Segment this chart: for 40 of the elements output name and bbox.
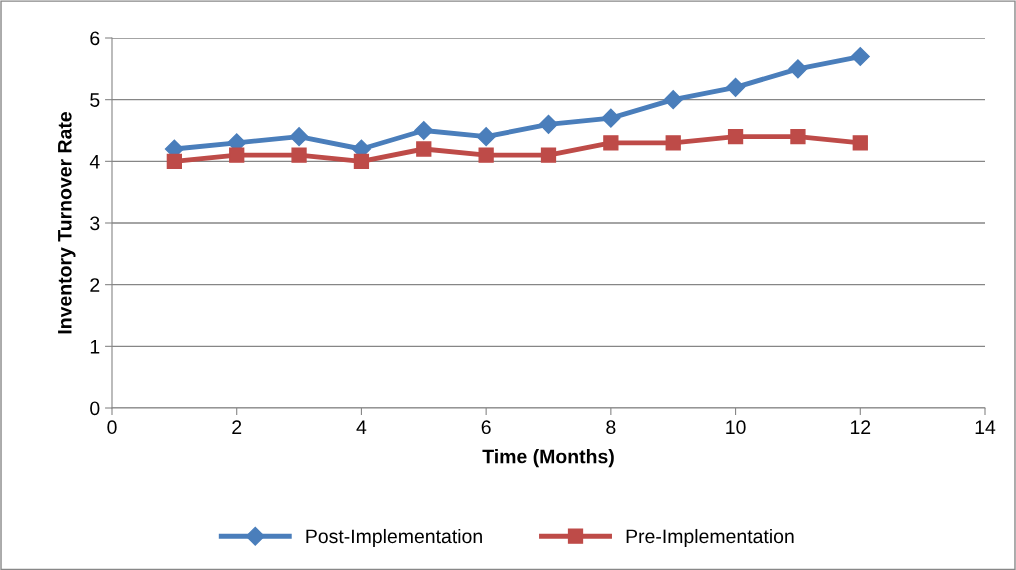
point (229, 147, 245, 163)
point (476, 127, 496, 147)
point (601, 108, 621, 128)
y-tick-label: 3 (90, 216, 100, 231)
legend-label: Post-Implementation (306, 528, 482, 548)
point (663, 90, 683, 110)
x-tick-label: 6 (481, 420, 491, 435)
point (540, 147, 557, 163)
point (353, 153, 370, 169)
point (166, 153, 182, 169)
y-axis-title: Inventory Turnover Rate (58, 112, 76, 334)
x-tick-label: 0 (107, 420, 117, 435)
point (850, 46, 870, 67)
point (727, 129, 744, 145)
point (416, 141, 432, 157)
legend-label: Pre-Implementation (626, 528, 794, 548)
point (790, 129, 806, 145)
y-tick-label: 4 (89, 155, 100, 169)
x-tick-label: 12 (850, 420, 871, 434)
x-tick-label: 8 (606, 420, 616, 435)
point (788, 59, 808, 79)
point (289, 127, 309, 147)
point (603, 135, 619, 151)
x-axis-title: Time (Months) (482, 449, 614, 468)
point (414, 120, 434, 141)
y-tick-label: 1 (90, 340, 100, 354)
y-tick-label: 0 (90, 401, 100, 416)
point (478, 147, 494, 163)
y-tick-label: 5 (90, 93, 100, 107)
point (291, 147, 307, 163)
x-tick-label: 10 (726, 420, 746, 435)
point (726, 77, 746, 97)
x-tick-label: 4 (356, 420, 367, 434)
point (852, 135, 868, 151)
x-tick-label: 2 (232, 420, 242, 434)
y-tick-label: 2 (90, 278, 100, 292)
y-tick-label: 6 (90, 31, 100, 46)
x-tick-label: 14 (975, 420, 996, 434)
point (665, 135, 681, 151)
point (538, 114, 559, 134)
